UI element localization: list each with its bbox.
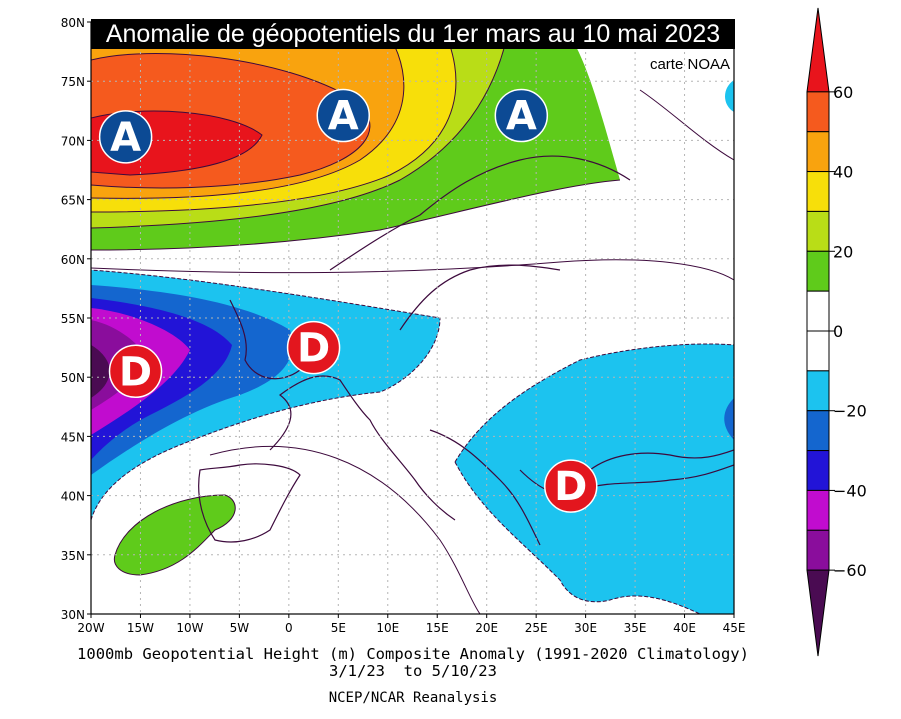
colorbar-label: 20 <box>833 242 853 261</box>
band-minus-60-west <box>91 345 110 398</box>
lat-tick-label: 80N <box>61 16 85 30</box>
colorbar-band <box>806 410 830 452</box>
latitude-labels: 80N 75N 70N 65N 60N 55N 50N 45N 40N 35N 30N <box>61 16 91 622</box>
colorbar-arrow-top <box>806 7 830 93</box>
lon-tick-label: 5E <box>331 621 346 635</box>
colorbar-label: 60 <box>833 83 853 102</box>
colorbar-label: −20 <box>833 402 867 421</box>
lon-tick-label: 35E <box>624 621 647 635</box>
contour-lines <box>91 22 734 614</box>
footer-source: NCEP/NCAR Reanalysis <box>328 690 498 706</box>
band-iberia-positive <box>114 495 236 575</box>
band-minus-10-ne <box>725 80 734 112</box>
lon-tick-label: 20W <box>77 621 104 635</box>
lon-tick-label: 5W <box>230 621 250 635</box>
lon-tick-label: 15W <box>127 621 154 635</box>
band-minus-20-east <box>724 398 734 440</box>
lat-tick-label: 75N <box>61 75 85 89</box>
colorbar-band <box>806 131 830 173</box>
marker-letter: A <box>110 115 141 161</box>
colorbar-band <box>806 450 830 491</box>
lon-tick-label: 10E <box>376 621 399 635</box>
colorbar-label: −40 <box>833 481 867 500</box>
footer-description: 1000mb Geopotential Height (m) Composite… <box>77 645 749 663</box>
low-pressure-marker: D <box>108 344 163 399</box>
longitude-labels: 20W 15W 10W 5W 0 5E 10E 15E 20E 25E 30E 35E 40E 45E <box>77 614 745 635</box>
low-pressure-marker: D <box>544 459 598 513</box>
colorbar-band <box>806 489 830 531</box>
lat-tick-label: 55N <box>61 312 85 326</box>
lon-tick-label: 25E <box>525 621 548 635</box>
marker-letter: D <box>119 349 152 395</box>
lat-tick-label: 40N <box>61 490 85 504</box>
colorbar-band <box>806 370 830 412</box>
footer-date-range: 3/1/23 to 5/10/23 <box>329 662 497 680</box>
graticule <box>91 22 734 614</box>
marker-letter: D <box>554 464 587 510</box>
lon-tick-label: 15E <box>426 621 449 635</box>
lat-tick-label: 30N <box>61 608 85 622</box>
marker-letter: A <box>328 94 359 140</box>
colorbar: 60 40 20 0 −20 −40 −60 <box>806 7 867 657</box>
colorbar-band <box>806 210 830 252</box>
lat-tick-label: 65N <box>61 194 85 208</box>
map-title: Anomalie de géopotentiels du 1er mars au… <box>91 19 735 49</box>
lon-tick-label: 40E <box>673 621 696 635</box>
lat-tick-label: 70N <box>61 134 85 148</box>
colorbar-band <box>806 250 830 292</box>
lat-tick-label: 45N <box>61 430 85 444</box>
lat-tick-label: 50N <box>61 371 85 385</box>
colorbar-band <box>806 330 830 372</box>
high-pressure-marker: A <box>494 88 549 143</box>
lat-tick-label: 35N <box>61 549 85 563</box>
high-pressure-marker: A <box>316 88 371 143</box>
colorbar-band <box>806 171 830 212</box>
high-pressure-marker: A <box>98 110 153 164</box>
lon-tick-label: 10W <box>176 621 203 635</box>
colorbar-label: 40 <box>833 163 853 182</box>
colorbar-label: −60 <box>833 561 867 580</box>
colorbar-label: 0 <box>833 322 843 341</box>
pressure-markers: A A A D D D <box>98 88 598 513</box>
low-pressure-marker: D <box>286 320 341 375</box>
colorbar-band <box>806 529 830 571</box>
lon-tick-label: 20E <box>475 621 498 635</box>
marker-letter: D <box>297 326 330 372</box>
colorbar-band <box>806 91 830 133</box>
colorbar-arrow-bottom <box>806 569 830 657</box>
anomaly-fields <box>91 22 734 614</box>
lon-tick-label: 45E <box>723 621 746 635</box>
coastlines <box>198 155 734 546</box>
lon-tick-label: 0 <box>285 621 293 635</box>
lon-tick-label: 30E <box>574 621 597 635</box>
colorbar-band <box>806 290 830 332</box>
credit-label: carte NOAA <box>649 56 730 73</box>
lat-tick-label: 60N <box>61 253 85 267</box>
marker-letter: A <box>506 94 537 140</box>
